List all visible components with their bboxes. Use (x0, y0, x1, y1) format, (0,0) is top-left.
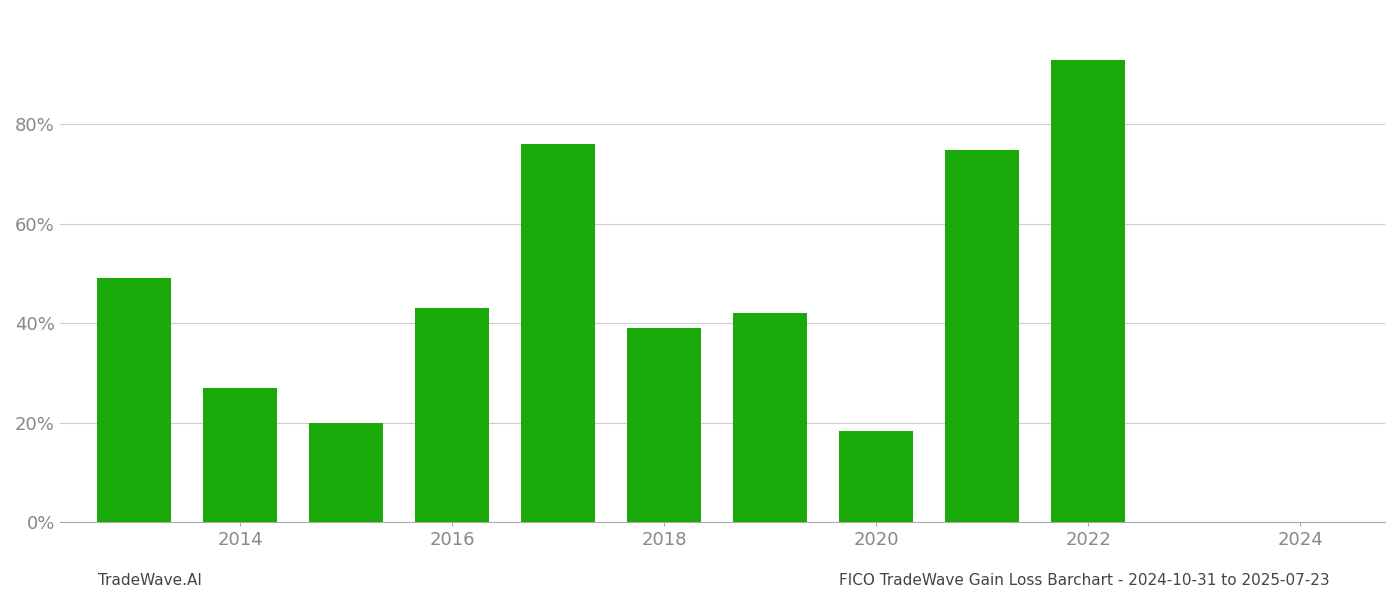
Bar (521, 144, 595, 522)
Text: TradeWave.AI: TradeWave.AI (98, 573, 202, 588)
Bar (945, 150, 1019, 522)
Bar (309, 422, 384, 522)
Bar (839, 431, 913, 522)
Bar (1051, 60, 1126, 522)
Text: FICO TradeWave Gain Loss Barchart - 2024-10-31 to 2025-07-23: FICO TradeWave Gain Loss Barchart - 2024… (840, 573, 1330, 588)
Bar (627, 328, 701, 522)
Bar (414, 308, 489, 522)
Bar (734, 313, 808, 522)
Bar (97, 278, 171, 522)
Bar (203, 388, 277, 522)
